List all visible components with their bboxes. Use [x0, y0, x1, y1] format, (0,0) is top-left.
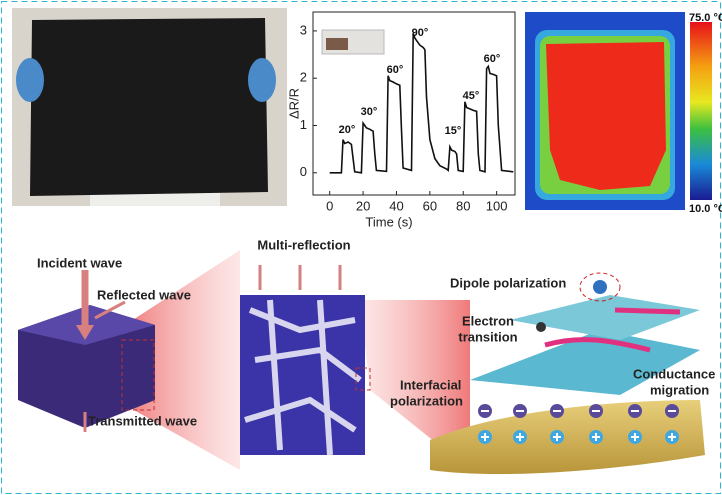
diagram-label: Transmitted wave [88, 413, 197, 428]
diagram-label: Interfacial [400, 377, 461, 392]
x-tick-label: 20 [356, 198, 370, 213]
y-tick-label: 3 [300, 22, 307, 37]
x-tick-label: 0 [326, 198, 333, 213]
diagram-label: polarization [390, 393, 463, 408]
thermal-max: 75.0 °C [689, 12, 722, 24]
diagram-label: Multi-reflection [257, 237, 350, 252]
x-axis-label: Time (s) [365, 214, 412, 229]
x-tick-label: 40 [389, 198, 403, 213]
minus-sign [481, 410, 489, 412]
x-tick-label: 100 [486, 198, 508, 213]
diagram-label: Incident wave [37, 255, 122, 270]
inset-finger [326, 38, 348, 50]
thermal-image [525, 12, 712, 210]
diagram-label: transition [458, 329, 517, 344]
thermal-min: 10.0 °C [689, 203, 722, 215]
peak-label: 45° [463, 90, 480, 102]
y-tick-label: 0 [300, 164, 307, 179]
diagram-label: Reflected wave [97, 287, 191, 302]
peak-label: 90° [412, 27, 429, 39]
peak-label: 15° [445, 125, 462, 137]
minus-sign [668, 410, 676, 412]
y-tick-label: 2 [300, 70, 307, 85]
photo [12, 8, 287, 206]
peak-label: 60° [387, 64, 404, 76]
y-axis-label: ΔR/R [286, 88, 301, 119]
diagram-label: migration [650, 382, 709, 397]
minus-sign [592, 410, 600, 412]
peak-label: 60° [484, 53, 501, 65]
diagram-label: Electron [462, 313, 514, 328]
diagram-label: Dipole polarization [450, 275, 566, 290]
x-tick-label: 60 [423, 198, 437, 213]
minus-sign [516, 410, 524, 412]
minus-sign [631, 410, 639, 412]
minus-sign [553, 410, 561, 412]
x-tick-label: 80 [456, 198, 470, 213]
peak-label: 20° [339, 124, 356, 136]
diagram-label: Conductance [633, 366, 715, 381]
peak-label: 30° [361, 106, 378, 118]
figure: 0204060801000123Time (s)ΔR/R20°30°60°90°… [0, 0, 722, 495]
